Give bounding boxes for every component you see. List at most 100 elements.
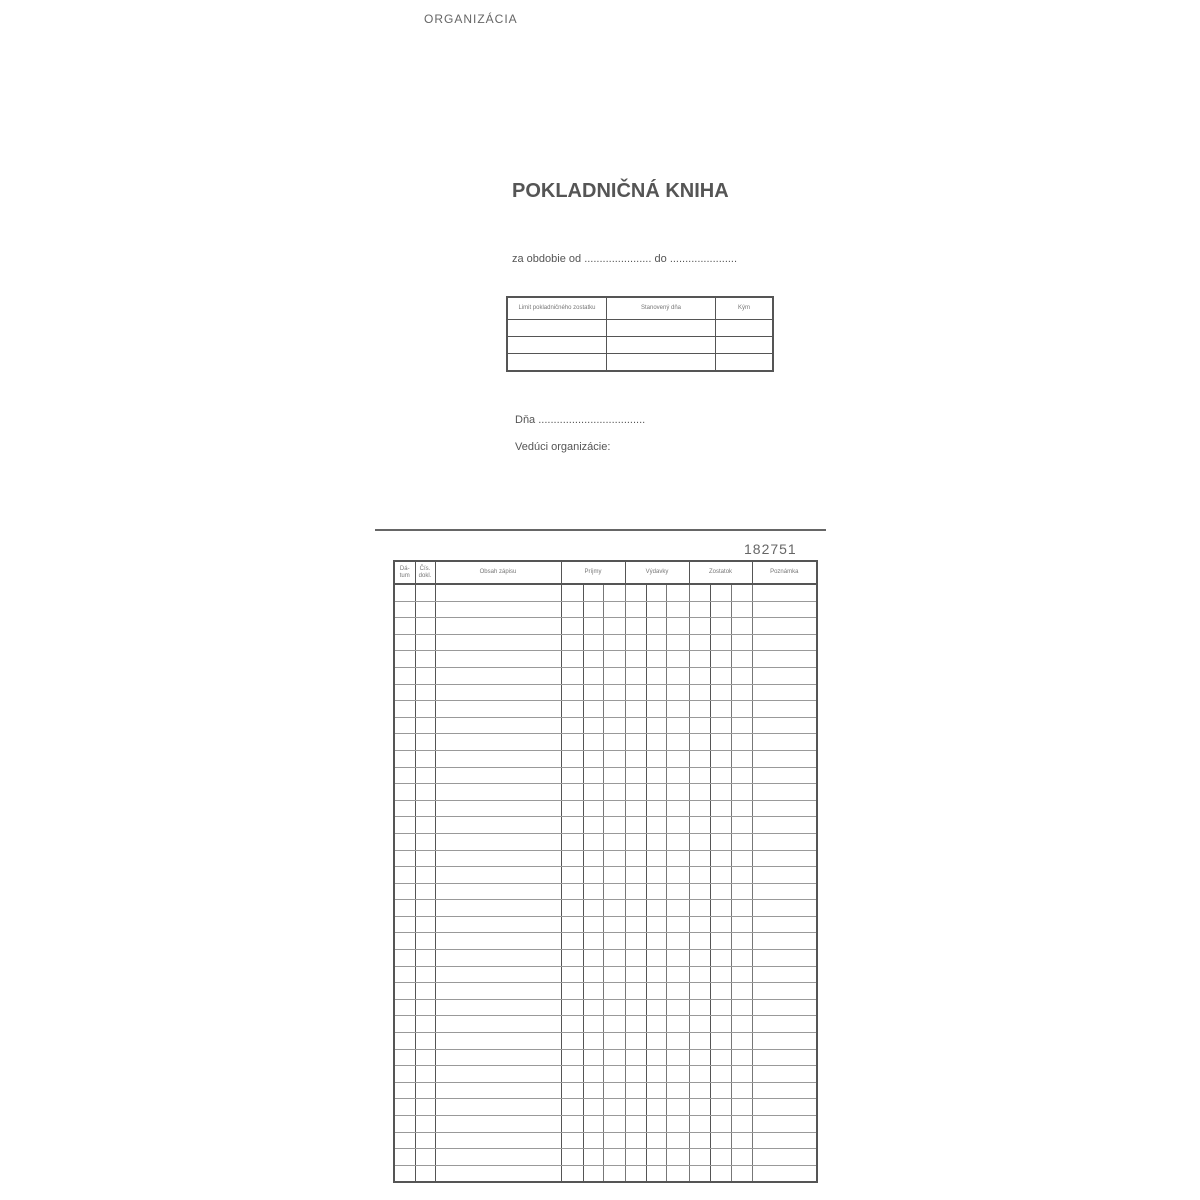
table-cell[interactable] — [393, 998, 416, 1017]
table-cell[interactable] — [560, 633, 584, 652]
table-cell[interactable] — [602, 982, 626, 1000]
table-cell[interactable] — [434, 716, 562, 735]
table-cell[interactable] — [434, 650, 562, 668]
table-cell[interactable] — [751, 832, 818, 851]
table-cell[interactable] — [751, 1015, 818, 1034]
table-cell[interactable] — [560, 1148, 584, 1166]
table-cell[interactable] — [709, 1131, 732, 1150]
table-cell[interactable] — [665, 832, 690, 851]
limit-cell[interactable] — [506, 336, 607, 354]
table-cell[interactable] — [560, 1032, 584, 1050]
table-cell[interactable] — [665, 666, 690, 685]
table-cell[interactable] — [414, 998, 436, 1017]
table-cell[interactable] — [688, 1065, 711, 1083]
table-cell[interactable] — [414, 633, 436, 652]
table-cell[interactable] — [730, 733, 753, 751]
table-cell[interactable] — [665, 849, 690, 868]
table-cell[interactable] — [434, 1081, 562, 1100]
table-cell[interactable] — [434, 998, 562, 1017]
table-cell[interactable] — [602, 683, 626, 702]
table-cell[interactable] — [624, 633, 647, 652]
table-cell[interactable] — [582, 1164, 604, 1183]
table-cell[interactable] — [751, 915, 818, 934]
table-cell[interactable] — [730, 749, 753, 768]
table-cell[interactable] — [624, 899, 647, 917]
table-cell[interactable] — [665, 799, 690, 818]
table-cell[interactable] — [688, 650, 711, 668]
table-cell[interactable] — [645, 799, 667, 818]
table-cell[interactable] — [751, 1164, 818, 1183]
table-cell[interactable] — [730, 1148, 753, 1166]
table-cell[interactable] — [582, 1131, 604, 1150]
table-cell[interactable] — [393, 866, 416, 884]
table-cell[interactable] — [624, 1115, 647, 1133]
table-cell[interactable] — [434, 882, 562, 901]
table-cell[interactable] — [560, 949, 584, 967]
table-cell[interactable] — [624, 1098, 647, 1116]
table-cell[interactable] — [688, 783, 711, 801]
table-cell[interactable] — [751, 1032, 818, 1050]
table-cell[interactable] — [414, 866, 436, 884]
table-cell[interactable] — [665, 932, 690, 951]
table-cell[interactable] — [560, 832, 584, 851]
table-cell[interactable] — [624, 617, 647, 635]
table-cell[interactable] — [665, 1148, 690, 1166]
limit-cell[interactable] — [715, 336, 774, 354]
period-from-field[interactable]: ...................... — [584, 253, 652, 265]
table-cell[interactable] — [414, 583, 436, 602]
table-cell[interactable] — [688, 849, 711, 868]
table-cell[interactable] — [751, 882, 818, 901]
table-cell[interactable] — [688, 998, 711, 1017]
table-cell[interactable] — [709, 899, 732, 917]
table-cell[interactable] — [582, 666, 604, 685]
table-cell[interactable] — [665, 1081, 690, 1100]
table-cell[interactable] — [602, 998, 626, 1017]
table-cell[interactable] — [709, 600, 732, 619]
table-cell[interactable] — [434, 949, 562, 967]
table-cell[interactable] — [582, 882, 604, 901]
table-cell[interactable] — [688, 1131, 711, 1150]
table-cell[interactable] — [414, 617, 436, 635]
table-cell[interactable] — [434, 783, 562, 801]
table-cell[interactable] — [624, 866, 647, 884]
table-cell[interactable] — [645, 915, 667, 934]
table-cell[interactable] — [560, 1048, 584, 1067]
table-cell[interactable] — [624, 749, 647, 768]
table-cell[interactable] — [645, 866, 667, 884]
table-cell[interactable] — [688, 1115, 711, 1133]
table-cell[interactable] — [645, 1098, 667, 1116]
table-cell[interactable] — [434, 932, 562, 951]
table-cell[interactable] — [665, 1115, 690, 1133]
limit-cell[interactable] — [715, 353, 774, 372]
table-cell[interactable] — [393, 716, 416, 735]
table-cell[interactable] — [751, 949, 818, 967]
table-cell[interactable] — [582, 733, 604, 751]
table-cell[interactable] — [414, 849, 436, 868]
table-cell[interactable] — [434, 1115, 562, 1133]
table-cell[interactable] — [709, 949, 732, 967]
table-cell[interactable] — [602, 1098, 626, 1116]
table-cell[interactable] — [624, 583, 647, 602]
table-cell[interactable] — [602, 617, 626, 635]
table-cell[interactable] — [434, 1048, 562, 1067]
table-cell[interactable] — [624, 733, 647, 751]
table-cell[interactable] — [730, 816, 753, 834]
table-cell[interactable] — [602, 899, 626, 917]
table-cell[interactable] — [645, 1032, 667, 1050]
table-cell[interactable] — [414, 965, 436, 984]
table-cell[interactable] — [709, 965, 732, 984]
table-cell[interactable] — [624, 1148, 647, 1166]
table-cell[interactable] — [560, 783, 584, 801]
table-cell[interactable] — [709, 849, 732, 868]
table-cell[interactable] — [645, 998, 667, 1017]
table-cell[interactable] — [730, 832, 753, 851]
table-cell[interactable] — [560, 982, 584, 1000]
table-cell[interactable] — [645, 749, 667, 768]
table-cell[interactable] — [645, 832, 667, 851]
table-cell[interactable] — [709, 733, 732, 751]
table-cell[interactable] — [624, 666, 647, 685]
table-cell[interactable] — [709, 816, 732, 834]
table-cell[interactable] — [560, 816, 584, 834]
table-cell[interactable] — [582, 749, 604, 768]
table-cell[interactable] — [645, 1148, 667, 1166]
